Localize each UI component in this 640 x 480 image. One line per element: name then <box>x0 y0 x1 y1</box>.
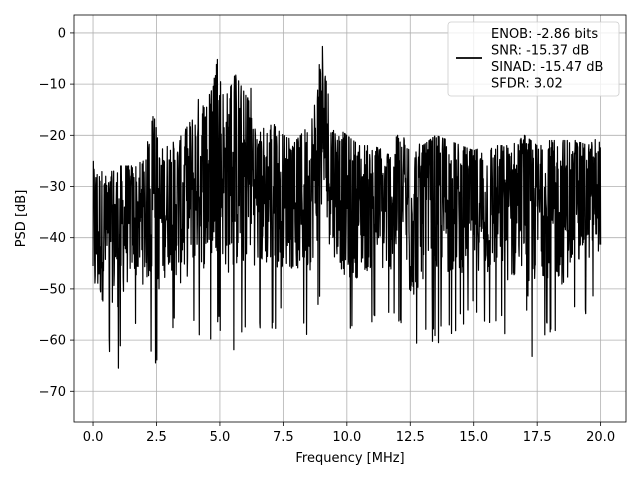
y-tick-label: −70 <box>39 385 66 400</box>
psd-series-line <box>92 45 602 369</box>
y-tick-label: −20 <box>39 129 66 144</box>
y-axis-ticks: 0 −10 −20 −30 −40 −50 −60 −70 <box>39 26 74 400</box>
y-axis-label: PSD [dB] <box>14 190 29 248</box>
x-tick-label: 7.5 <box>273 430 294 445</box>
y-tick-label: 0 <box>58 26 66 41</box>
legend-sfdr-text: SFDR: 3.02 <box>491 77 563 92</box>
x-tick-label: 20.0 <box>586 430 615 445</box>
legend-enob-text: ENOB: -2.86 bits <box>491 27 598 42</box>
x-tick-label: 17.5 <box>523 430 552 445</box>
plot-frame <box>73 14 627 423</box>
y-tick-label: −60 <box>39 334 66 349</box>
x-tick-label: 12.5 <box>396 430 425 445</box>
y-tick-label: −50 <box>39 282 66 297</box>
legend: ENOB: -2.86 bits SNR: -15.37 dB SINAD: -… <box>447 21 620 97</box>
legend-snr-text: SNR: -15.37 dB <box>491 44 589 59</box>
x-tick-label: 2.5 <box>146 430 167 445</box>
x-tick-label: 0.0 <box>83 430 104 445</box>
x-tick-label: 10.0 <box>332 430 361 445</box>
series-layer <box>92 45 602 369</box>
x-axis-label: Frequency [MHz] <box>295 451 404 466</box>
legend-box <box>447 21 620 97</box>
x-tick-label: 15.0 <box>459 430 488 445</box>
x-axis-ticks: 0.0 2.5 5.0 7.5 10.0 12.5 15.0 17.5 20.0 <box>83 422 615 445</box>
y-tick-label: −30 <box>39 180 66 195</box>
y-tick-label: −10 <box>39 78 66 93</box>
legend-sinad-text: SINAD: -15.47 dB <box>491 60 603 75</box>
y-tick-label: −40 <box>39 231 66 246</box>
x-tick-label: 5.0 <box>210 430 231 445</box>
